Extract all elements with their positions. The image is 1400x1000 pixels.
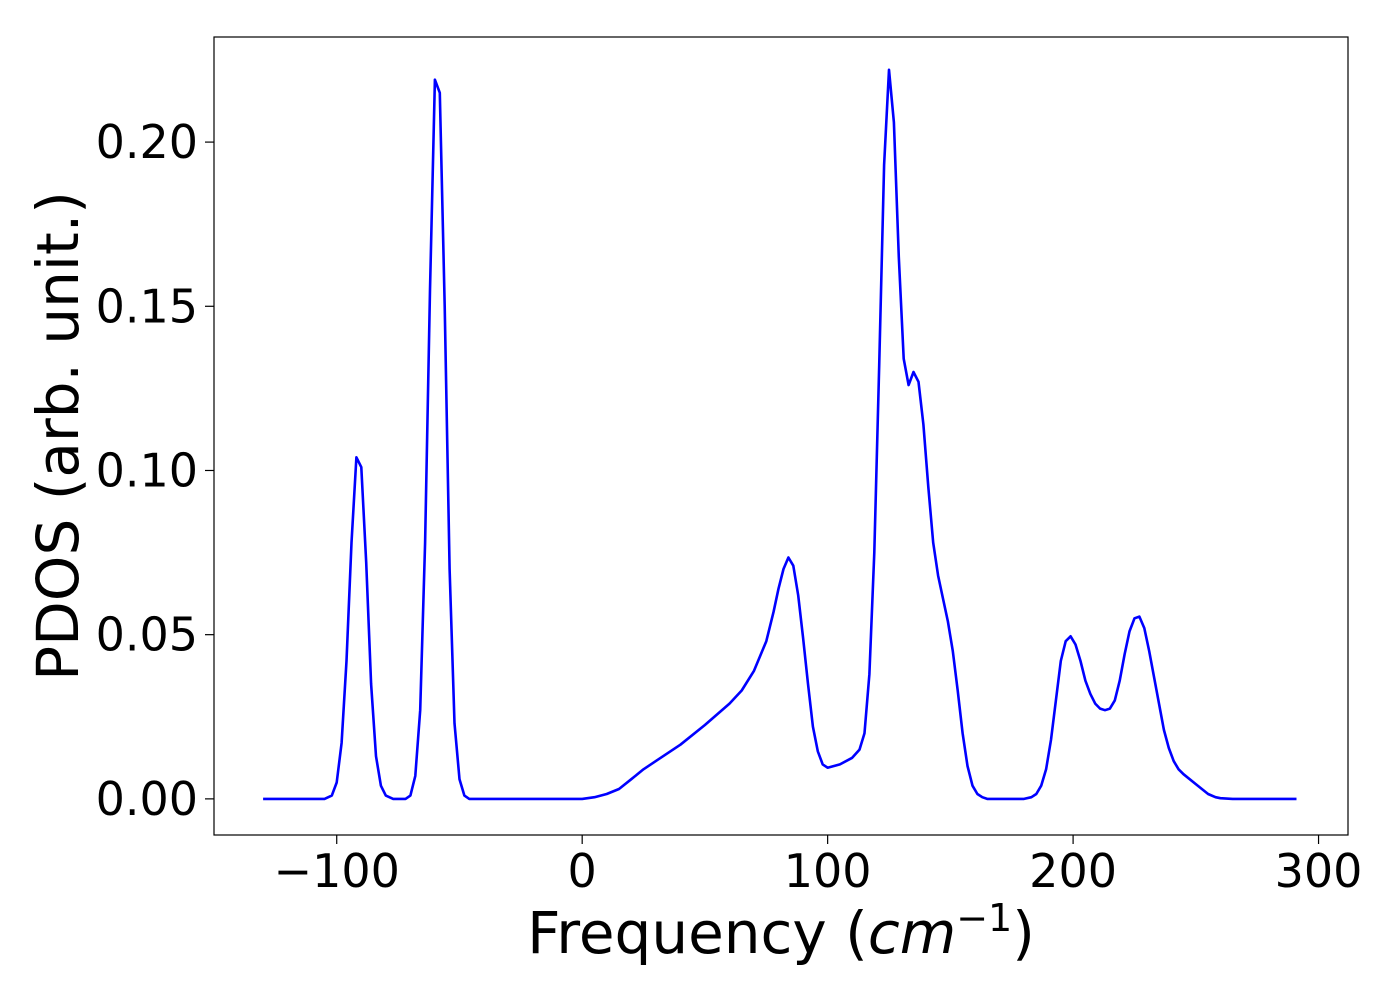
axis-ticks	[205, 141, 1320, 844]
plot-frame	[213, 36, 1349, 836]
x-tick-label: 0	[568, 844, 597, 898]
x-tick-label: 200	[1029, 844, 1117, 898]
x-axis-label: Frequency (cm−1)	[527, 896, 1035, 967]
y-axis-label: PDOS (arb. unit.)	[24, 191, 92, 681]
y-tick-label: 0.20	[96, 115, 198, 169]
y-tick-label: 0.00	[96, 772, 198, 826]
x-tick-label: −100	[274, 844, 400, 898]
series-line-0	[263, 68, 1297, 801]
y-tick-label: 0.05	[96, 608, 198, 662]
y-tick-label: 0.15	[96, 279, 198, 333]
y-tick-label: 0.10	[96, 443, 198, 497]
series-group	[263, 68, 1297, 801]
x-tick-label: 100	[784, 844, 872, 898]
tick-labels: −100 0 100 200 300 0.00 0.05 0.10 0.15 0.20	[96, 115, 1363, 898]
x-tick-label: 300	[1275, 844, 1363, 898]
